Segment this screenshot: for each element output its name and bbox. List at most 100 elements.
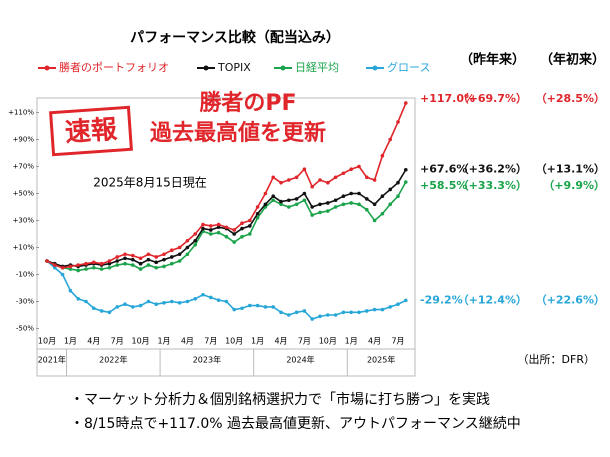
year-label: 2021年 <box>38 355 66 365</box>
point <box>224 234 229 239</box>
year-label: 2025年 <box>367 355 395 365</box>
x-tick-label: 4月 <box>368 337 381 346</box>
point <box>248 303 252 308</box>
point <box>107 310 112 315</box>
point <box>287 205 291 209</box>
end-label: +67.6% <box>420 163 467 176</box>
legend-marker <box>280 65 286 71</box>
point <box>193 232 197 236</box>
point <box>68 264 73 269</box>
point <box>123 252 127 257</box>
point <box>53 263 57 267</box>
x-tick-label: 1月 <box>251 337 264 346</box>
point <box>99 261 104 266</box>
point <box>294 202 299 207</box>
point <box>263 305 268 309</box>
point <box>232 228 236 232</box>
point <box>365 309 369 313</box>
point <box>224 299 229 304</box>
point <box>357 191 361 196</box>
point <box>45 259 49 263</box>
x-tick-label: 1月 <box>64 337 77 346</box>
point <box>84 261 88 266</box>
x-tick-label: 7月 <box>391 337 404 346</box>
point <box>76 263 80 267</box>
headline: 過去最高値を更新 <box>150 120 326 146</box>
point <box>248 224 252 228</box>
legend-marker <box>372 65 378 71</box>
point <box>154 260 158 265</box>
point <box>302 198 307 203</box>
point <box>216 230 221 235</box>
point <box>271 194 276 198</box>
point <box>170 248 174 252</box>
end-label: -29.2% <box>420 293 463 306</box>
point <box>193 238 197 243</box>
x-tick-label: 10月 <box>319 337 337 346</box>
point <box>138 256 143 261</box>
point <box>404 298 408 303</box>
point <box>170 255 174 259</box>
point <box>255 216 260 220</box>
point <box>131 253 135 258</box>
y-tick-label: -50% <box>16 325 34 333</box>
point <box>154 302 158 307</box>
point <box>271 198 276 203</box>
point <box>138 303 143 308</box>
point <box>318 202 322 207</box>
point <box>380 194 385 198</box>
point <box>224 225 229 230</box>
x-tick-label: 10月 <box>225 337 243 346</box>
point <box>138 261 143 266</box>
point <box>115 259 119 263</box>
end-label: +58.5% <box>420 179 467 192</box>
point <box>107 261 112 266</box>
y-tick-label: +30% <box>13 217 35 225</box>
point <box>185 252 190 257</box>
point <box>310 205 315 209</box>
point <box>146 299 151 304</box>
ytd: （+28.5%） <box>536 92 605 105</box>
point <box>380 153 385 158</box>
point <box>318 314 322 319</box>
point <box>341 202 346 207</box>
point <box>341 310 346 315</box>
point <box>185 238 190 243</box>
point <box>146 252 151 257</box>
point <box>162 264 166 269</box>
point <box>333 198 338 203</box>
stamp-box <box>49 105 133 157</box>
y-tick-label: +50% <box>13 190 35 198</box>
chart-title: パフォーマンス比較（配当込み） <box>130 29 340 46</box>
point <box>380 211 385 216</box>
point <box>177 259 182 263</box>
point <box>357 202 361 207</box>
point <box>216 225 221 230</box>
point <box>279 199 283 204</box>
legend-label: 日経平均 <box>295 61 339 74</box>
point <box>326 180 330 185</box>
point <box>404 180 408 184</box>
legend-label: TOPIX <box>217 61 251 74</box>
point <box>318 210 322 215</box>
headline: 勝者のPF <box>199 91 296 116</box>
point <box>294 310 299 315</box>
point <box>146 257 151 262</box>
point <box>372 202 377 207</box>
point <box>131 257 135 262</box>
point <box>302 167 307 171</box>
point <box>162 257 166 262</box>
year-label: 2024年 <box>286 355 314 365</box>
point <box>255 211 260 216</box>
point <box>209 228 213 232</box>
point <box>240 234 244 239</box>
point <box>68 288 73 293</box>
point <box>271 305 276 309</box>
x-tick-label: 10月 <box>38 337 56 346</box>
column-header: （昨年来） <box>460 52 525 68</box>
point <box>170 261 174 266</box>
point <box>162 301 166 305</box>
bullet: ・8/15時点で+117.0% 過去最高値更新、アウトパフォーマンス継続中 <box>70 415 521 432</box>
point <box>388 202 393 207</box>
point <box>154 255 158 259</box>
